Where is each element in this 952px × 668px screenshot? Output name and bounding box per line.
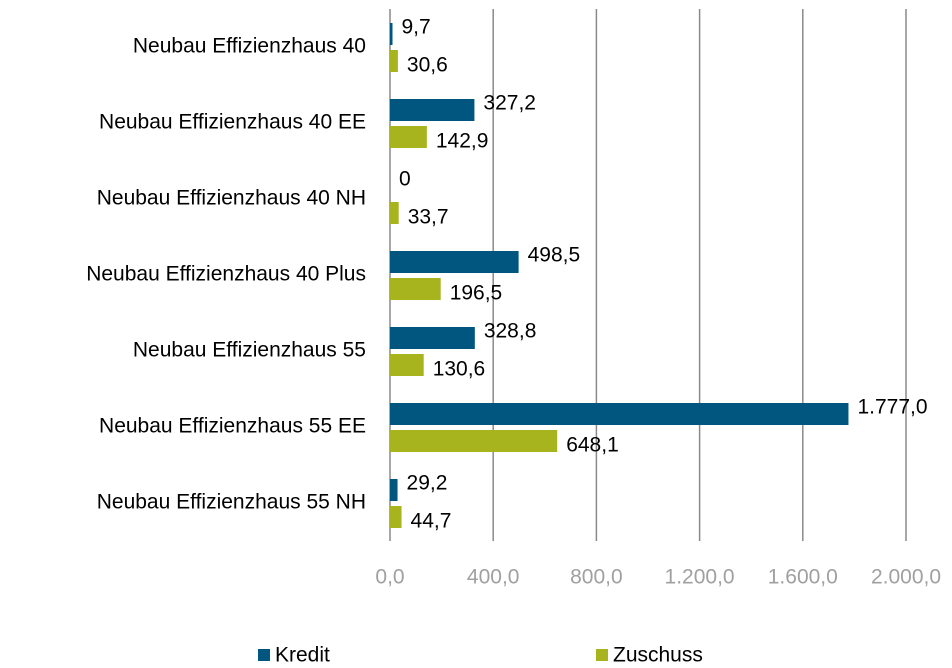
bar — [390, 430, 558, 452]
value-label: 196,5 — [450, 282, 503, 305]
value-label: 142,9 — [436, 130, 489, 153]
bar — [390, 23, 393, 45]
bar — [390, 99, 475, 121]
legend-label: Kredit — [275, 644, 330, 667]
value-label: 0 — [399, 168, 411, 191]
x-tick-label: 400,0 — [467, 566, 520, 589]
bar — [390, 278, 441, 300]
value-label: 130,6 — [433, 358, 486, 381]
y-tick-label: Neubau Effizienzhaus 55 EE — [99, 415, 366, 438]
bar — [390, 403, 849, 425]
value-label: 29,2 — [407, 472, 448, 495]
y-tick-label: Neubau Effizienzhaus 40 — [133, 35, 366, 58]
bar — [390, 202, 399, 224]
x-tick-label: 0,0 — [375, 566, 404, 589]
bar — [390, 50, 398, 72]
value-label: 648,1 — [566, 434, 619, 457]
x-tick-label: 1.200,0 — [665, 566, 735, 589]
value-label: 44,7 — [411, 510, 452, 533]
bar — [390, 251, 519, 273]
value-label: 328,8 — [484, 320, 537, 343]
x-tick-label: 1.600,0 — [768, 566, 838, 589]
bar — [390, 126, 427, 148]
bar — [390, 327, 475, 349]
value-label: 1.777,0 — [857, 396, 927, 419]
x-tick-label: 800,0 — [570, 566, 623, 589]
value-label: 327,2 — [483, 92, 536, 115]
value-label: 33,7 — [408, 206, 449, 229]
legend-label: Zuschuss — [613, 644, 703, 667]
x-tick-label: 2.000,0 — [871, 566, 941, 589]
y-tick-label: Neubau Effizienzhaus 40 NH — [97, 187, 366, 210]
y-tick-label: Neubau Effizienzhaus 40 EE — [99, 111, 366, 134]
y-tick-label: Neubau Effizienzhaus 40 Plus — [86, 263, 366, 286]
legend-swatch — [596, 649, 608, 661]
y-tick-label: Neubau Effizienzhaus 55 NH — [97, 491, 366, 514]
legend-swatch — [258, 649, 270, 661]
bar — [390, 506, 402, 528]
value-label: 9,7 — [402, 16, 431, 39]
bar — [390, 354, 424, 376]
value-label: 30,6 — [407, 54, 448, 77]
bar — [390, 479, 398, 501]
y-tick-label: Neubau Effizienzhaus 55 — [133, 339, 366, 362]
value-label: 498,5 — [528, 244, 581, 267]
